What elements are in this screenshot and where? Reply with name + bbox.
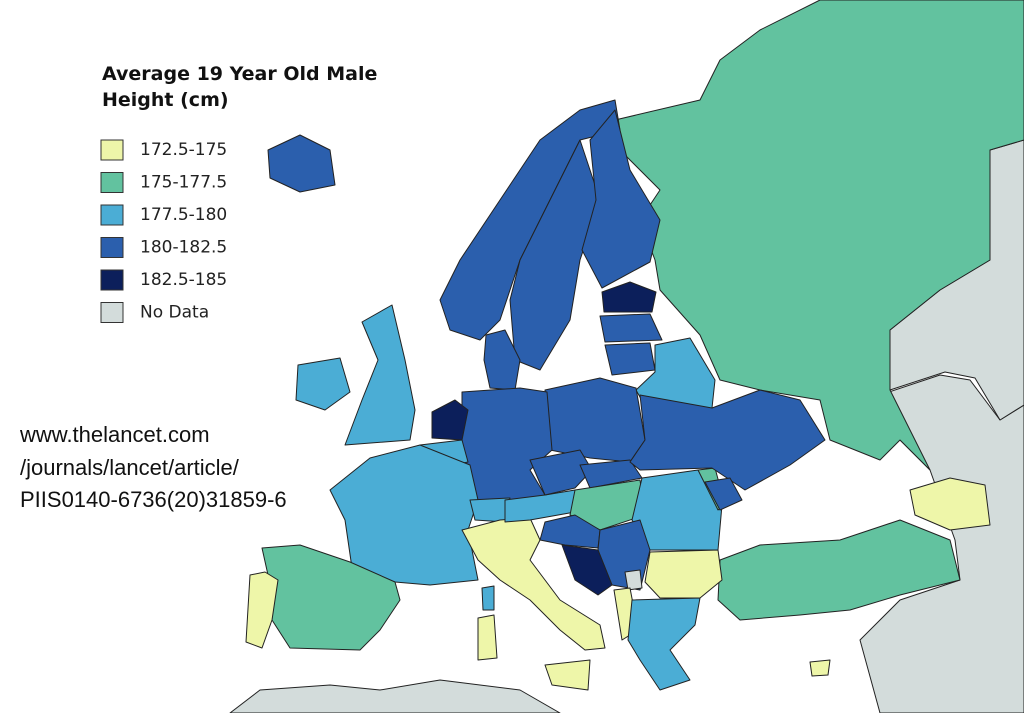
legend-label: 175-177.5 [140,173,227,193]
country [627,597,701,691]
legend-label: 177.5-180 [140,205,227,225]
countries [229,0,1024,713]
country [295,357,351,411]
source-text: www.thelancet.com [19,422,210,447]
legend-title: Average 19 Year Old Male [102,63,377,85]
country [481,585,495,611]
country [529,449,593,496]
country [509,139,601,371]
country [581,109,661,289]
legend-label: 172.5-175 [140,140,227,160]
country [599,313,663,343]
legend-swatch [100,269,124,291]
country [229,679,561,713]
source-text: /journals/lancet/article/ [20,455,240,480]
legend-label: 180-182.5 [140,238,227,258]
legend-swatch [100,237,124,258]
country [604,342,656,376]
legend-title: Height (cm) [102,89,229,111]
country [614,0,1024,471]
country [569,479,646,531]
country [704,477,743,511]
legend-label: 182.5-185 [140,270,227,290]
legend-swatch [100,204,124,226]
country [461,517,606,651]
country [561,544,613,596]
legend-label: No Data [140,303,209,323]
country [267,134,336,193]
country [544,659,591,691]
country [601,281,657,313]
country [469,497,511,523]
country [544,377,646,463]
country [344,304,416,446]
legend-swatch [100,302,124,323]
country [644,549,723,599]
country [624,569,643,591]
country [477,614,498,661]
country [431,399,469,441]
country [629,389,826,491]
legend: 172.5-175 175-177.5 177.5-180 180-182.5 182.… [100,139,227,323]
source-text: PIIS0140-6736(20)31859-6 [20,487,287,512]
country [245,571,279,649]
country [859,374,1024,713]
country [329,444,479,586]
legend-swatch [100,139,124,161]
country [717,519,961,621]
legend-swatch [100,172,124,193]
country [909,477,991,531]
country [809,659,831,677]
